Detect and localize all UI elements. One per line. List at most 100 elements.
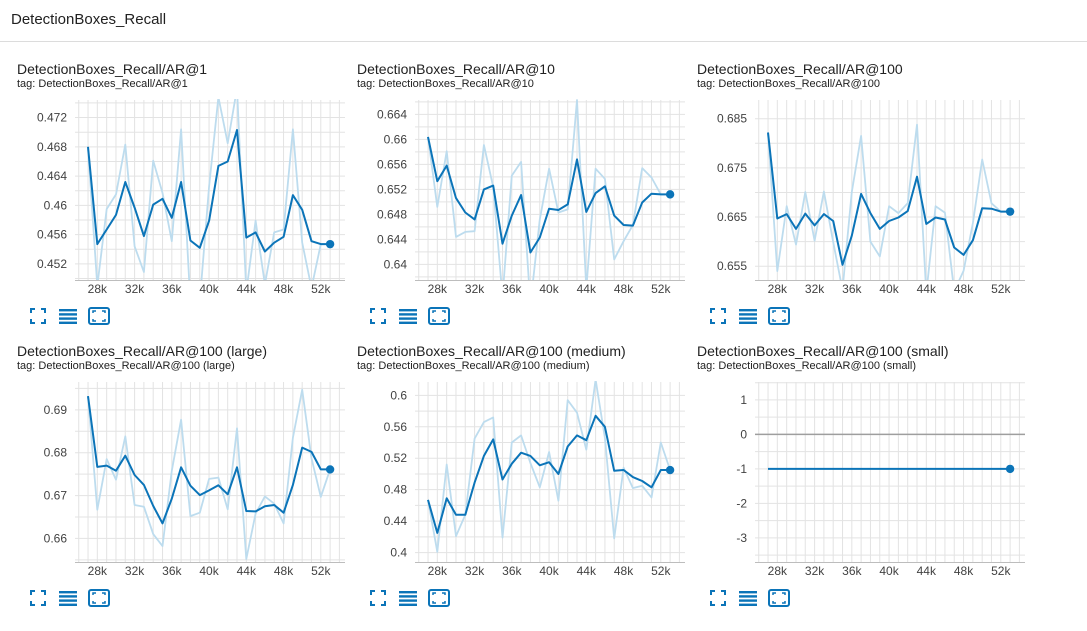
y-tick-label: 0.66 — [44, 531, 68, 545]
y-tick-label: 0 — [740, 427, 747, 441]
last-point-marker[interactable] — [665, 465, 675, 475]
x-tick-label: 36k — [842, 282, 862, 294]
x-tick-label: 28k — [88, 282, 108, 294]
chart-title: DetectionBoxes_Recall/AR@1 — [17, 61, 208, 77]
x-tick-label: 36k — [842, 564, 862, 576]
fit-domain-icon[interactable] — [428, 588, 450, 608]
line-chart[interactable]: 0.472 0.468 0.464 0.46 0.456 0.452 28k 32k 36k 40… — [17, 89, 347, 294]
chart-title: DetectionBoxes_Recall/AR@100 (large) — [17, 343, 267, 359]
y-tick-label: 0.472 — [37, 111, 67, 125]
fullscreen-icon[interactable] — [367, 588, 389, 608]
fullscreen-icon[interactable] — [27, 588, 49, 608]
x-tick-label: 40k — [539, 564, 559, 576]
x-tick-label: 36k — [162, 564, 182, 576]
fit-domain-icon[interactable] — [768, 588, 790, 608]
fit-domain-icon[interactable] — [88, 306, 110, 326]
data-table-icon[interactable] — [57, 588, 79, 608]
fullscreen-icon[interactable] — [27, 306, 49, 326]
y-tick-label: 0.644 — [377, 232, 407, 246]
x-tick-label: 44k — [237, 282, 257, 294]
x-tick-label: 28k — [88, 564, 108, 576]
x-tick-label: 32k — [465, 564, 485, 576]
x-tick-label: 44k — [917, 564, 937, 576]
x-tick-label: 52k — [651, 282, 671, 294]
x-tick-label: 52k — [991, 564, 1011, 576]
line-chart[interactable]: 0.664 0.66 0.656 0.652 0.648 0.644 0.64 28k 32k 3… — [357, 89, 687, 294]
x-tick-label: 52k — [311, 564, 331, 576]
x-tick-label: 48k — [614, 564, 634, 576]
x-tick-label: 44k — [577, 564, 597, 576]
y-tick-label: 0.655 — [717, 259, 747, 273]
x-tick-label: 40k — [539, 282, 559, 294]
fit-domain-icon[interactable] — [768, 306, 790, 326]
x-tick-label: 32k — [125, 564, 145, 576]
x-tick-label: 44k — [917, 282, 937, 294]
x-tick-label: 44k — [577, 282, 597, 294]
raw-series-line — [87, 388, 331, 560]
x-tick-label: 52k — [991, 282, 1011, 294]
y-tick-label: 0.69 — [44, 403, 68, 417]
fullscreen-icon[interactable] — [707, 306, 729, 326]
y-tick-label: 1 — [740, 393, 747, 407]
chart-tag: tag: DetectionBoxes_Recall/AR@10 — [357, 78, 534, 90]
x-tick-label: 40k — [879, 282, 899, 294]
last-point-marker[interactable] — [1005, 464, 1015, 474]
y-tick-label: 0.656 — [377, 157, 407, 171]
line-chart[interactable]: 0.685 0.675 0.665 0.655 28k 32k 36k 40k 44k 48k 52… — [697, 89, 1027, 294]
x-tick-label: 48k — [954, 564, 974, 576]
data-table-icon[interactable] — [57, 306, 79, 326]
x-tick-label: 28k — [768, 564, 788, 576]
line-chart[interactable]: 0.69 0.68 0.67 0.66 28k 32k 36k 40k 44k 48k 52k — [17, 371, 347, 576]
chart-tag: tag: DetectionBoxes_Recall/AR@1 — [17, 78, 188, 90]
x-tick-label: 32k — [805, 564, 825, 576]
line-chart[interactable]: 1 0 -1 -2 -3 28k 32k 36k 40k 44k 48k 52k — [697, 371, 1027, 576]
category-title: DetectionBoxes_Recall — [11, 11, 167, 28]
chart-title: DetectionBoxes_Recall/AR@100 (medium) — [357, 343, 626, 359]
y-tick-label: 0.44 — [384, 514, 408, 528]
x-tick-label: 52k — [651, 564, 671, 576]
y-tick-label: 0.52 — [384, 451, 408, 465]
x-tick-label: 28k — [428, 564, 448, 576]
y-tick-label: 0.66 — [384, 132, 408, 146]
fullscreen-icon[interactable] — [367, 306, 389, 326]
smoothed-series-line — [427, 414, 671, 534]
chart-title: DetectionBoxes_Recall/AR@100 — [697, 61, 903, 77]
data-table-icon[interactable] — [397, 588, 419, 608]
y-tick-label: 0.4 — [390, 546, 407, 560]
chart-tag: tag: DetectionBoxes_Recall/AR@100 (small… — [697, 360, 917, 372]
x-tick-label: 48k — [954, 282, 974, 294]
scalar-chart-card: DetectionBoxes_Recall/AR@100 (small) tag:… — [697, 343, 1037, 629]
y-tick-label: 0.665 — [717, 210, 747, 224]
raw-series-line — [87, 99, 331, 280]
x-tick-label: 48k — [274, 282, 294, 294]
y-tick-label: 0.46 — [44, 198, 68, 212]
y-tick-label: 0.56 — [384, 420, 408, 434]
scalar-chart-card: DetectionBoxes_Recall/AR@100 tag: Detecti… — [697, 61, 1037, 347]
y-tick-label: -1 — [736, 462, 747, 476]
x-tick-label: 28k — [428, 282, 448, 294]
category-header[interactable]: DetectionBoxes_Recall — [0, 0, 1087, 42]
x-tick-label: 40k — [199, 564, 219, 576]
y-tick-label: 0.48 — [384, 483, 408, 497]
x-tick-label: 40k — [879, 564, 899, 576]
data-table-icon[interactable] — [737, 588, 759, 608]
raw-series-line — [427, 381, 671, 553]
raw-series-line — [767, 123, 1011, 280]
x-tick-label: 48k — [274, 564, 294, 576]
fit-domain-icon[interactable] — [428, 306, 450, 326]
y-tick-label: 0.452 — [37, 257, 67, 271]
scalar-chart-card: DetectionBoxes_Recall/AR@10 tag: Detectio… — [357, 61, 697, 347]
last-point-marker[interactable] — [325, 465, 335, 474]
x-tick-label: 36k — [162, 282, 182, 294]
last-point-marker[interactable] — [1005, 207, 1015, 216]
data-table-icon[interactable] — [397, 306, 419, 326]
y-tick-label: 0.468 — [37, 140, 67, 154]
fullscreen-icon[interactable] — [707, 588, 729, 608]
raw-series-line — [427, 99, 671, 280]
data-table-icon[interactable] — [737, 306, 759, 326]
fit-domain-icon[interactable] — [88, 588, 110, 608]
last-point-marker[interactable] — [665, 190, 675, 199]
line-chart[interactable]: 0.6 0.56 0.52 0.48 0.44 0.4 28k 32k 36k 40k 44k 48k… — [357, 371, 687, 576]
last-point-marker[interactable] — [325, 239, 335, 249]
